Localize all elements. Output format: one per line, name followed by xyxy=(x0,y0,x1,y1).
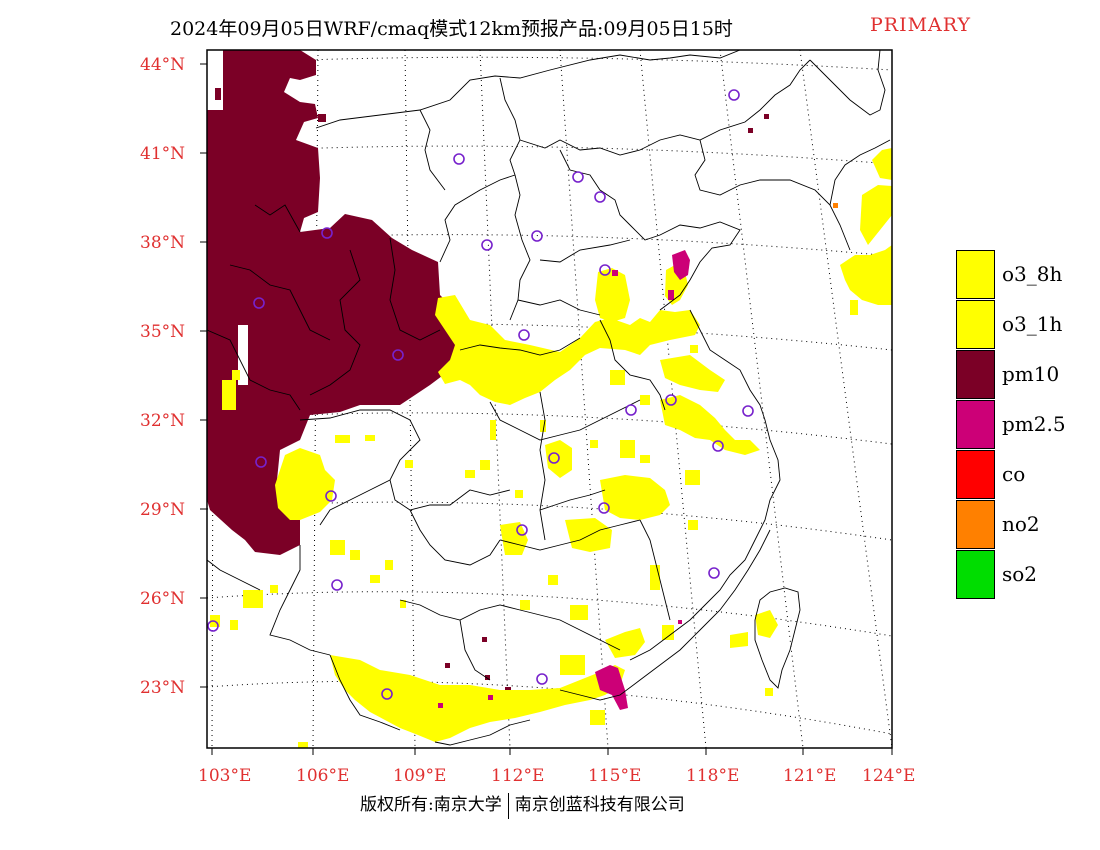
lon-label-115: 115°E xyxy=(588,766,642,786)
lon-line-115 xyxy=(559,50,609,748)
station-marker xyxy=(516,524,528,536)
legend-item-so2: so2 xyxy=(956,550,1100,600)
station-markers xyxy=(207,89,754,700)
legend-swatch xyxy=(956,500,995,549)
station-marker xyxy=(392,349,404,361)
legend-label: no2 xyxy=(1002,512,1040,536)
lat-label-44: 44°N xyxy=(140,55,186,75)
copyright-footer: 版权所有:南京大学 南京创蓝科技有限公司 xyxy=(360,790,685,819)
station-marker xyxy=(598,502,610,514)
station-marker xyxy=(321,227,333,239)
lon-label-109: 109°E xyxy=(393,766,447,786)
title-tag: PRIMARY xyxy=(870,14,972,36)
legend-item-pm10: pm10 xyxy=(956,350,1100,400)
station-marker xyxy=(708,567,720,579)
lat-label-29: 29°N xyxy=(140,500,186,520)
station-marker xyxy=(599,264,611,276)
footer-separator xyxy=(507,792,509,819)
lon-label-103: 103°E xyxy=(198,766,252,786)
lat-label-35: 35°N xyxy=(140,322,186,342)
station-marker xyxy=(625,404,637,416)
legend-swatch xyxy=(956,250,995,299)
lon-label-112: 112°E xyxy=(491,766,545,786)
legend-swatch xyxy=(956,350,995,399)
station-marker xyxy=(594,191,606,203)
station-marker xyxy=(728,89,740,101)
lat-line-23 xyxy=(207,680,892,735)
boundaries xyxy=(207,50,891,746)
title-text: 2024年09月05日WRF/cmaq模式12km预报产品:09月05日15时 xyxy=(170,18,733,40)
lon-label-118: 118°E xyxy=(686,766,740,786)
station-marker xyxy=(548,452,560,464)
station-marker xyxy=(518,329,530,341)
map-title: 2024年09月05日WRF/cmaq模式12km预报产品:09月05日15时 … xyxy=(0,10,1100,42)
legend-label: o3_1h xyxy=(1002,312,1063,336)
pm10-region xyxy=(207,50,769,699)
station-marker xyxy=(255,456,267,468)
copyright-text: 版权所有:南京大学 xyxy=(360,795,502,815)
lon-line-121 xyxy=(719,50,804,748)
lat-label-41: 41°N xyxy=(140,144,186,164)
station-marker xyxy=(325,490,337,502)
tick-marks xyxy=(200,63,893,755)
legend-label: so2 xyxy=(1002,562,1038,586)
station-marker xyxy=(712,440,724,452)
station-marker xyxy=(742,405,754,417)
lat-line-32 xyxy=(207,412,892,445)
legend-item-o3-1h: o3_1h xyxy=(956,300,1100,350)
lat-label-26: 26°N xyxy=(140,589,186,609)
legend-label: co xyxy=(1002,462,1026,486)
legend-swatch xyxy=(956,400,995,449)
station-marker xyxy=(453,153,465,165)
legend-label: pm2.5 xyxy=(1002,412,1066,436)
legend-label: o3_8h xyxy=(1002,262,1063,286)
no2-spot xyxy=(833,203,838,208)
pm25-region xyxy=(438,250,690,710)
legend-item-o3-8h: o3_8h xyxy=(956,250,1100,300)
station-marker xyxy=(572,171,584,183)
legend-swatch xyxy=(956,550,995,599)
legend-label: pm10 xyxy=(1002,362,1060,386)
lat-label-38: 38°N xyxy=(140,233,186,253)
lat-label-32: 32°N xyxy=(140,411,186,431)
legend: o3_8h o3_1h pm10 pm2.5 co no2 so2 xyxy=(956,250,1100,600)
station-marker xyxy=(536,673,548,685)
station-marker xyxy=(207,620,219,632)
lat-label-23: 23°N xyxy=(140,678,186,698)
legend-swatch xyxy=(956,300,995,349)
station-marker xyxy=(253,297,265,309)
station-marker xyxy=(481,239,493,251)
lon-label-106: 106°E xyxy=(296,766,350,786)
company-text: 南京创蓝科技有限公司 xyxy=(514,795,685,815)
lat-line-26 xyxy=(207,591,892,637)
lon-label-124: 124°E xyxy=(862,766,916,786)
legend-item-pm25: pm2.5 xyxy=(956,400,1100,450)
lon-label-121: 121°E xyxy=(783,766,837,786)
o3-region xyxy=(210,148,892,748)
station-marker xyxy=(531,230,543,242)
station-marker xyxy=(331,579,343,591)
legend-item-co: co xyxy=(956,450,1100,500)
legend-item-no2: no2 xyxy=(956,500,1100,550)
station-marker xyxy=(665,394,677,406)
map-frame xyxy=(206,49,893,749)
station-marker xyxy=(381,688,393,700)
legend-swatch xyxy=(956,450,995,499)
